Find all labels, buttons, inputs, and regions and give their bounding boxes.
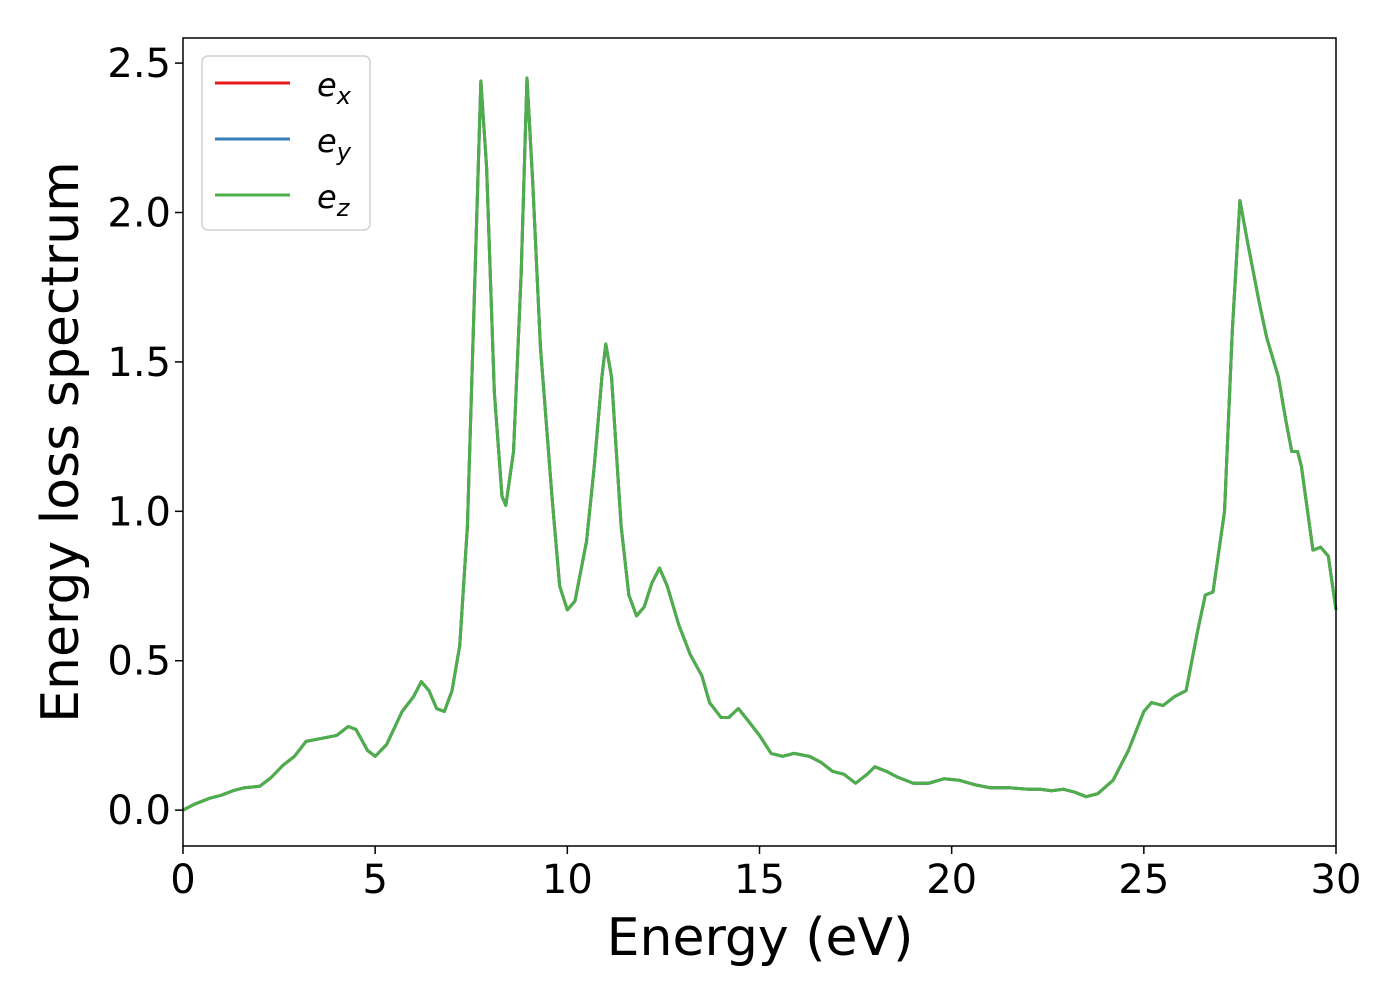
series-line [182,76,1338,812]
x-tick-label: 20 [926,857,977,903]
legend-label: ez [317,178,351,222]
y-tick-label: 1.5 [107,340,171,386]
y-tick-label: 1.0 [107,489,171,535]
x-tick-label: 5 [362,857,387,903]
x-tick-label: 30 [1311,857,1362,903]
plot-frame [182,37,1337,847]
y-axis-label: Energy loss spectrum [31,161,91,723]
x-tick-label: 10 [542,857,593,903]
legend: ex ey ez [201,55,371,231]
legend-label: ey [317,122,352,166]
y-tick-label: 2.0 [107,191,171,237]
y-tick-label: 0.0 [107,788,171,834]
x-tick-label: 25 [1118,857,1169,903]
x-axis-label: Energy (eV) [607,908,914,968]
legend-label: ex [317,66,352,110]
legend-box [201,55,371,231]
y-tick-label: 0.5 [107,639,171,685]
y-tick-label: 2.5 [107,41,171,87]
x-tick-label: 0 [170,857,195,903]
x-tick-label: 15 [734,857,785,903]
